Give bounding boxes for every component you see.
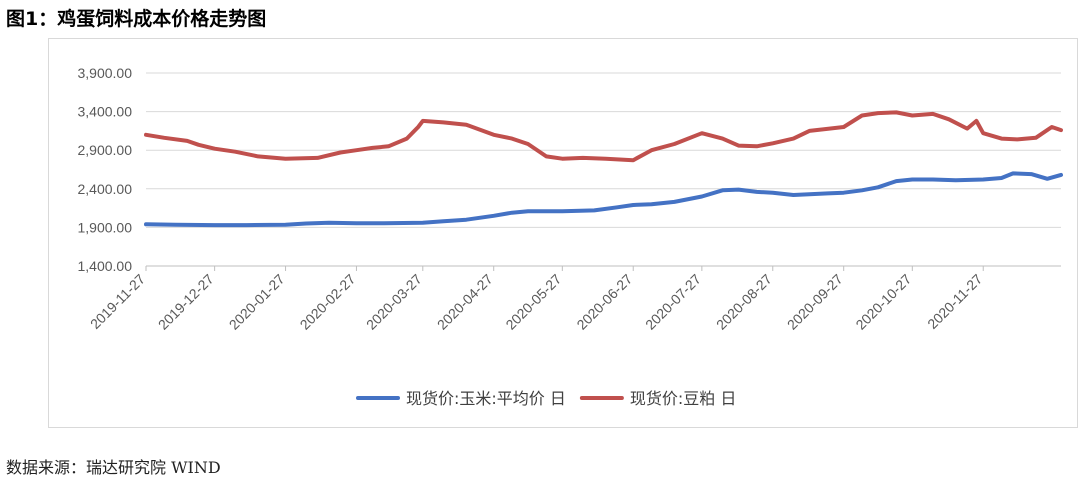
x-tick-label: 2020-11-27 — [924, 271, 985, 332]
legend-label-2: 现货价:豆粕 日 — [630, 389, 736, 408]
y-tick-label: 2,900.00 — [78, 142, 133, 158]
x-tick-label: 2020-05-27 — [502, 271, 564, 333]
x-tick-label: 2020-06-27 — [573, 271, 635, 333]
x-tick-label: 2019-12-27 — [155, 271, 217, 333]
chart-area — [48, 38, 1078, 428]
x-tick-label: 2020-07-27 — [642, 271, 704, 333]
x-tick-label: 2020-04-27 — [434, 271, 496, 333]
y-axis: 3,900.00 3,400.00 2,900.00 2,400.00 1,900.00… — [78, 65, 133, 274]
x-tick-label: 2020-03-27 — [363, 271, 425, 333]
legend: 现货价:玉米:平均价 日 现货价:豆粕 日 — [356, 389, 736, 408]
x-tick-label: 2020-02-27 — [297, 271, 359, 333]
y-tick-label: 3,900.00 — [78, 65, 133, 81]
x-axis: 2019-11-27 2019-12-27 2020-01-27 2020-02-27… — [87, 265, 1061, 333]
y-tick-label: 3,400.00 — [78, 104, 133, 120]
figure-title: 图1：鸡蛋饲料成本价格走势图 — [6, 8, 267, 30]
y-tick-label: 2,400.00 — [78, 181, 133, 197]
series-line-1 — [144, 171, 1063, 228]
legend-label-1: 现货价:玉米:平均价 日 — [406, 389, 566, 408]
x-tick-label: 2020-09-27 — [784, 271, 846, 333]
y-tick-label: 1,900.00 — [78, 219, 133, 235]
x-tick-label: 2020-08-27 — [713, 271, 775, 333]
source-note: 数据来源：瑞达研究院 WIND — [6, 458, 221, 477]
series-lines — [144, 110, 1063, 228]
x-tick-label: 2020-10-27 — [852, 271, 914, 333]
y-gridlines — [146, 72, 1061, 267]
y-tick-label: 1,400.00 — [78, 258, 133, 274]
x-tick-label: 2020-01-27 — [226, 271, 288, 333]
series-line-2 — [144, 110, 1063, 163]
x-tick-label: 2019-11-27 — [87, 271, 148, 332]
